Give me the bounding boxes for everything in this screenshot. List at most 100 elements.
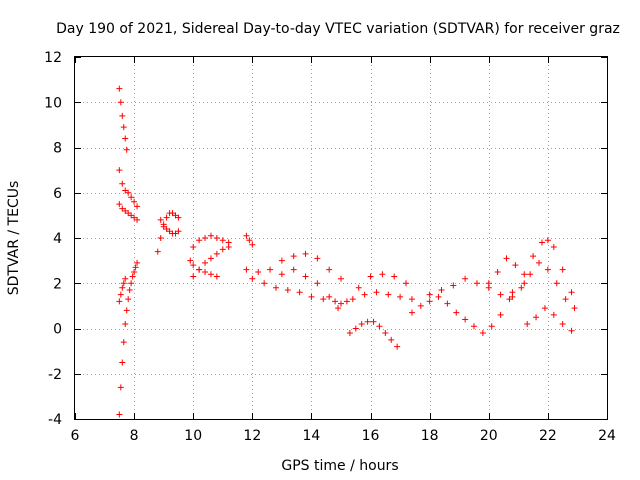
data-points bbox=[116, 85, 578, 418]
data-point bbox=[332, 298, 339, 305]
series-arc-15-17-flat bbox=[338, 289, 415, 307]
data-point bbox=[202, 235, 209, 241]
series-arc-low-start bbox=[116, 275, 129, 305]
data-point bbox=[343, 298, 350, 305]
data-point bbox=[530, 253, 537, 260]
data-point bbox=[120, 124, 127, 131]
data-point bbox=[117, 291, 124, 298]
data-point bbox=[116, 201, 123, 208]
data-point bbox=[175, 228, 182, 235]
data-point bbox=[533, 314, 540, 321]
data-point bbox=[568, 327, 575, 334]
data-point bbox=[207, 271, 214, 278]
data-point bbox=[131, 198, 138, 205]
series-arc-15-16-low bbox=[346, 318, 401, 350]
data-point bbox=[394, 343, 401, 350]
x-tick-label: 16 bbox=[362, 428, 380, 444]
data-point bbox=[125, 189, 132, 196]
data-point bbox=[521, 280, 528, 287]
data-point bbox=[338, 275, 344, 282]
data-point bbox=[302, 250, 309, 257]
data-point bbox=[444, 300, 451, 307]
data-point bbox=[160, 221, 167, 228]
data-point bbox=[497, 291, 504, 298]
data-point bbox=[261, 280, 268, 287]
data-point bbox=[272, 284, 279, 291]
data-point bbox=[190, 244, 197, 251]
data-point bbox=[403, 280, 410, 287]
data-point bbox=[123, 146, 130, 153]
data-point bbox=[122, 320, 129, 327]
data-point bbox=[207, 255, 214, 262]
series-arc-12-15-low bbox=[249, 275, 339, 305]
data-point bbox=[426, 298, 433, 305]
data-point bbox=[473, 280, 480, 287]
chart-title: Day 190 of 2021, Sidereal Day-to-day VTE… bbox=[56, 21, 620, 37]
data-point bbox=[488, 323, 495, 330]
data-point bbox=[125, 296, 132, 303]
data-point bbox=[376, 323, 383, 330]
data-point bbox=[157, 235, 164, 241]
x-tick-label: 12 bbox=[243, 428, 261, 444]
data-point bbox=[219, 246, 226, 253]
data-point bbox=[485, 280, 492, 287]
data-point bbox=[352, 325, 359, 332]
data-point bbox=[370, 318, 377, 325]
x-tick-label: 6 bbox=[71, 428, 80, 444]
data-point bbox=[364, 318, 371, 325]
data-point bbox=[116, 298, 123, 305]
data-point bbox=[120, 339, 127, 346]
data-point bbox=[361, 291, 368, 298]
data-point bbox=[128, 194, 135, 201]
data-point bbox=[196, 266, 203, 273]
series-arc-17-19-mid bbox=[408, 293, 513, 337]
data-point bbox=[524, 320, 531, 327]
y-tick-label: 6 bbox=[53, 186, 62, 202]
series-arc-10h-a bbox=[187, 232, 232, 264]
data-point bbox=[388, 336, 395, 343]
data-point bbox=[367, 273, 374, 280]
data-point bbox=[397, 293, 404, 300]
data-point bbox=[302, 273, 309, 280]
data-point bbox=[471, 323, 477, 330]
data-point bbox=[503, 255, 510, 262]
series-arc-12-15-hump bbox=[243, 250, 344, 282]
data-point bbox=[190, 262, 197, 269]
data-point bbox=[462, 275, 469, 282]
data-point bbox=[129, 273, 136, 280]
y-tick-label: -4 bbox=[48, 412, 62, 428]
data-point bbox=[536, 259, 543, 266]
y-tick-label: -2 bbox=[48, 367, 62, 383]
data-point bbox=[119, 359, 126, 366]
y-tick-label: 2 bbox=[53, 276, 62, 292]
data-point bbox=[408, 296, 415, 303]
data-point bbox=[314, 280, 321, 287]
data-point bbox=[314, 255, 321, 262]
y-tick-label: 0 bbox=[53, 322, 62, 338]
series-arc-20-22-up bbox=[485, 237, 575, 296]
data-point bbox=[438, 287, 445, 294]
data-point bbox=[131, 268, 138, 275]
data-point bbox=[308, 293, 315, 300]
data-point bbox=[119, 112, 126, 119]
data-point bbox=[157, 216, 164, 223]
data-point bbox=[278, 271, 285, 278]
data-point bbox=[527, 271, 534, 278]
data-point bbox=[391, 273, 398, 280]
data-point bbox=[494, 268, 501, 275]
x-tick-label: 10 bbox=[184, 428, 202, 444]
data-point bbox=[284, 287, 291, 294]
data-point bbox=[243, 232, 250, 239]
data-point bbox=[128, 280, 135, 287]
series-arc-11h bbox=[243, 232, 256, 248]
data-point bbox=[122, 135, 129, 142]
data-point bbox=[550, 244, 557, 251]
data-point bbox=[190, 273, 197, 280]
series-arc-mid bbox=[116, 201, 141, 223]
series-arc-upper-mid bbox=[116, 167, 141, 210]
data-point bbox=[219, 237, 226, 244]
data-point bbox=[453, 309, 460, 316]
series-arc-12-15-dip bbox=[278, 266, 410, 312]
